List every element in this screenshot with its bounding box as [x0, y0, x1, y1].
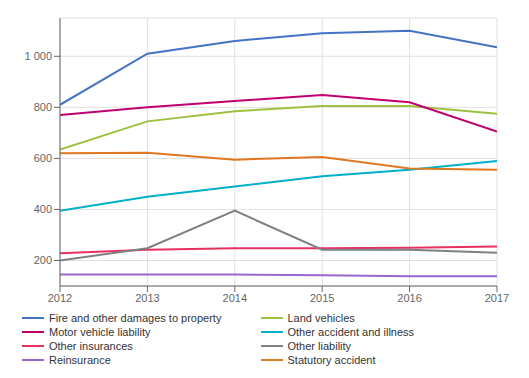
svg-text:400: 400: [34, 203, 52, 215]
html-text:Fire and other damages to prop: Fire and other damages to property: [49, 312, 222, 324]
svg-text:200: 200: [34, 254, 52, 266]
svg-text:2017: 2017: [485, 292, 509, 304]
html-text:Other accident and illness: Other accident and illness: [287, 326, 415, 338]
html-text:Land vehicles: Land vehicles: [287, 312, 355, 324]
html-text:Statutory accident: Statutory accident: [287, 354, 376, 366]
html-text:Other insurances: Other insurances: [49, 340, 133, 352]
svg-text:800: 800: [34, 101, 52, 113]
svg-text:2016: 2016: [397, 292, 421, 304]
svg-text:2013: 2013: [135, 292, 159, 304]
html-text:Motor vehicle liability: Motor vehicle liability: [49, 326, 151, 338]
svg-text:1 000: 1 000: [24, 50, 52, 62]
html-text:Other liability: Other liability: [287, 340, 352, 352]
svg-text:2014: 2014: [223, 292, 247, 304]
svg-text:2015: 2015: [310, 292, 334, 304]
html-text:Reinsurance: Reinsurance: [49, 354, 111, 366]
svg-text:2012: 2012: [48, 292, 72, 304]
svg-text:600: 600: [34, 152, 52, 164]
